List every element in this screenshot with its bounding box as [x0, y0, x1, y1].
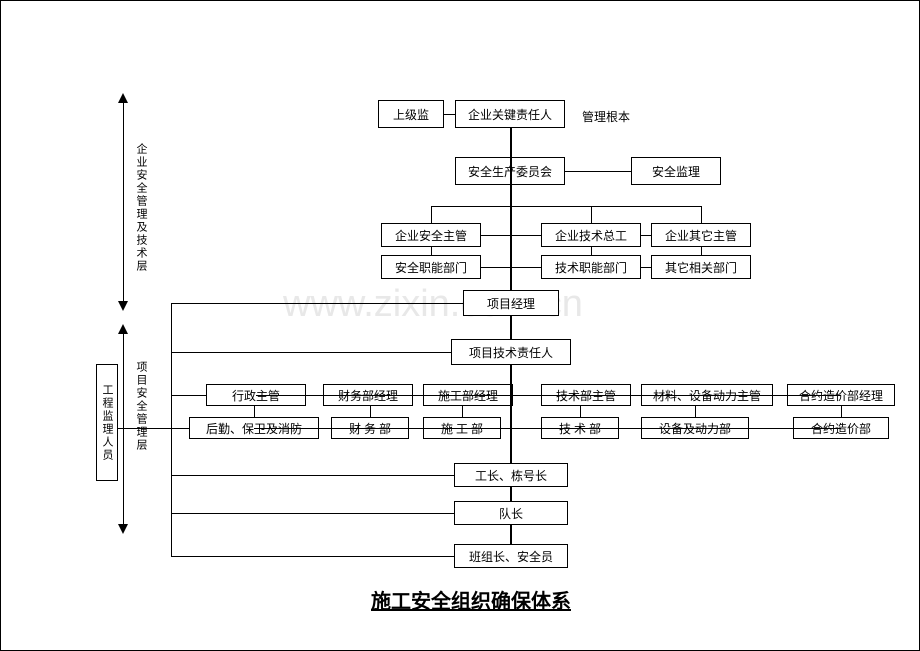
edge-n18-n24: [841, 406, 842, 417]
edge-main-spine5: [510, 525, 512, 544]
edge-n22-n23: [619, 428, 641, 429]
edge-farleft-connect: [118, 428, 171, 429]
edge-main-spine3: [510, 365, 512, 463]
edge-n5-spine: [481, 235, 511, 236]
edge-left-h1: [171, 303, 463, 304]
edge-main-spine4: [510, 487, 512, 501]
bracket-top-arrow-down: [118, 301, 128, 311]
edge-committee-hbar: [431, 206, 701, 207]
label-management-basis: 管理根本: [582, 108, 630, 125]
edge-left-to-n27: [171, 556, 454, 557]
node-safety-dept: 安全职能部门: [381, 255, 481, 279]
diagram-title: 施工安全组织确保体系: [371, 585, 571, 614]
node-foreman: 工长、栋号长: [454, 463, 568, 487]
edge-row383-bar: [256, 395, 841, 396]
edge-left-to-n25: [171, 475, 454, 476]
edge-n20-n21: [409, 428, 423, 429]
node-safety-director: 企业安全主管: [381, 223, 481, 247]
node-project-tech-lead: 项目技术责任人: [451, 339, 571, 365]
bracket-bottom-arrow-up: [118, 324, 128, 334]
edge-n6-n9: [591, 247, 592, 255]
edge-main-spine: [510, 128, 512, 290]
edge-n15-n21: [462, 406, 463, 417]
edge-n16-n22: [580, 406, 581, 417]
edge-left-to-n13: [171, 395, 206, 396]
left-top-annotation: 企业安全管理及技术层: [133, 143, 149, 273]
edge-n13-n19: [254, 406, 255, 417]
edge-n14-n20: [370, 406, 371, 417]
edge-n3-n4: [565, 171, 631, 172]
edge-left-v1: [171, 303, 172, 556]
edge-n7-branch: [701, 206, 702, 223]
edge-n17-n18: [773, 395, 787, 396]
bracket-bottom-line: [123, 331, 124, 527]
edge-n5-n8: [431, 247, 432, 255]
edge-n17-n23: [695, 406, 696, 417]
edge-n14-n15: [413, 395, 423, 396]
far-left-vertical-text: 工程监理人员: [99, 384, 115, 462]
edge-n6-n7: [641, 235, 651, 236]
edge-n8-spine: [481, 267, 511, 268]
edge-n7-n10: [701, 247, 702, 255]
left-bottom-annotation: 项目安全管理层: [133, 361, 149, 452]
edge-committee-right-branch: [591, 206, 592, 223]
edge-n13-n14: [306, 395, 323, 396]
bracket-top-arrow-up: [118, 93, 128, 103]
node-other-dept: 其它相关部门: [651, 255, 751, 279]
node-tech-chief: 企业技术总工: [541, 223, 641, 247]
bracket-bottom-arrow-down: [118, 524, 128, 534]
node-team-leader: 队长: [454, 501, 568, 525]
node-group-leader: 班组长、安全员: [454, 544, 568, 568]
edge-n9-n10: [641, 267, 651, 268]
edge-n23-n24: [749, 428, 793, 429]
far-left-vertical-box: 工程监理人员: [96, 364, 118, 481]
edge-left-to-n19: [171, 428, 189, 429]
edge-main-spine2: [510, 316, 512, 339]
edge-n1-n2: [444, 114, 455, 115]
node-tech-dept: 技术职能部门: [541, 255, 641, 279]
edge-left-to-n12: [171, 352, 451, 353]
node-safety-supervision: 安全监理: [631, 157, 721, 185]
edge-n16-n17: [631, 395, 641, 396]
edge-n6-spine: [511, 235, 541, 236]
node-superior-supervision: 上级监: [378, 100, 444, 128]
edge-left-to-n26: [171, 513, 454, 514]
node-key-responsible: 企业关键责任人: [455, 100, 565, 128]
edge-committee-stem: [510, 185, 511, 206]
node-other-director: 企业其它主管: [651, 223, 751, 247]
bracket-top-line: [123, 100, 124, 304]
node-project-manager: 项目经理: [463, 290, 559, 316]
edge-n9-spine: [511, 267, 541, 268]
edge-committee-left-branch: [431, 206, 432, 223]
edge-n19-n20: [319, 428, 331, 429]
